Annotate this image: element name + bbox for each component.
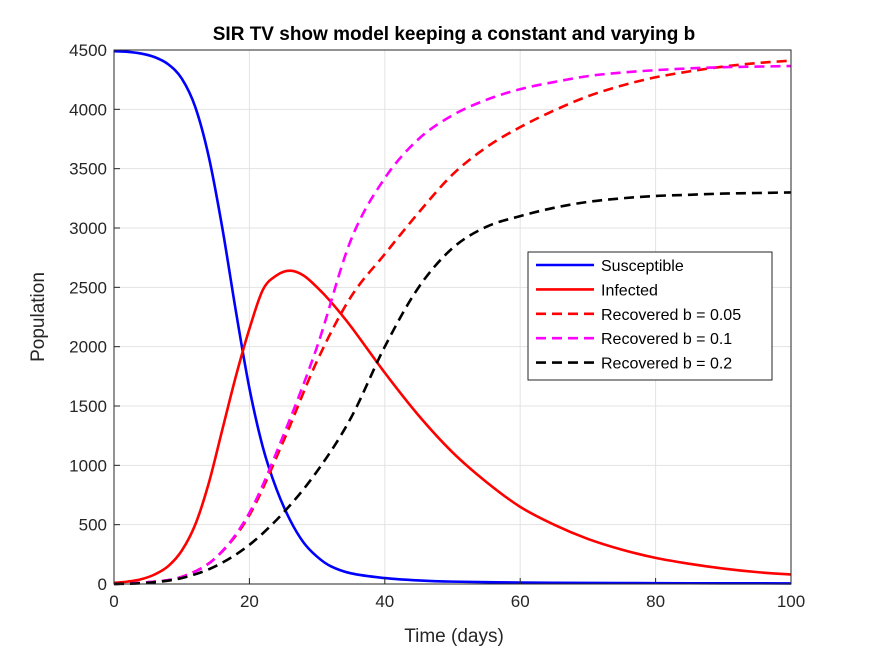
series-line-recovered-b-0-1 xyxy=(113,64,792,586)
y-tick-label: 3500 xyxy=(69,160,107,179)
series-line-recovered-b-0-2 xyxy=(113,191,792,586)
x-tick-label: 60 xyxy=(511,592,530,611)
legend-label-susceptible: Susceptible xyxy=(601,258,684,275)
x-tick-label: 40 xyxy=(375,592,394,611)
y-tick-label: 500 xyxy=(79,516,107,535)
y-tick-label: 2000 xyxy=(69,338,107,357)
legend-label-recovered-b-0-2: Recovered b = 0.2 xyxy=(601,356,732,373)
legend-label-infected: Infected xyxy=(601,282,658,299)
x-tick-label: 100 xyxy=(777,592,805,611)
legend-box xyxy=(527,251,773,381)
y-tick-label: 1000 xyxy=(69,456,107,475)
y-axis-label: Population xyxy=(28,272,49,362)
y-axis-ticks: 0 500 1000 1500 2000 2500 3000 3500 4000 4500 xyxy=(69,41,120,594)
x-tick-label: 80 xyxy=(646,592,665,611)
x-tick-label: 20 xyxy=(240,592,259,611)
y-tick-label: 0 xyxy=(98,575,107,594)
series-line-infected xyxy=(113,269,792,585)
y-tick-label: 4000 xyxy=(69,100,107,119)
y-tick-label: 2500 xyxy=(69,278,107,297)
series-line-recovered-b-0-05 xyxy=(113,59,792,586)
chart-title: SIR TV show model keeping a constant and… xyxy=(213,24,695,45)
y-tick-label: 4500 xyxy=(69,41,107,60)
legend-label-recovered-b-0-05: Recovered b = 0.05 xyxy=(601,307,741,324)
legend: Susceptible Infected Recovered b = 0.05 Rec… xyxy=(527,251,773,381)
plot-frame xyxy=(113,49,792,585)
x-tick-label: 0 xyxy=(109,592,118,611)
legend-label-recovered-b-0-1: Recovered b = 0.1 xyxy=(601,331,732,348)
y-tick-label: 1500 xyxy=(69,397,107,416)
x-axis-label: Time (days) xyxy=(404,626,504,647)
x-axis-ticks: 0 20 40 60 80 100 xyxy=(109,578,805,611)
y-tick-label: 3000 xyxy=(69,219,107,238)
